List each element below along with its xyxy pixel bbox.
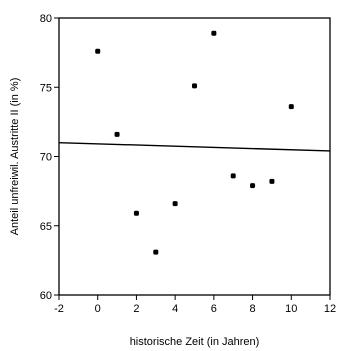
data-point <box>95 48 101 54</box>
x-tick-label: 2 <box>133 303 139 315</box>
y-tick-label: 70 <box>40 152 52 164</box>
data-point <box>172 201 178 207</box>
data-point <box>114 131 120 137</box>
y-tick-label: 75 <box>40 82 52 94</box>
y-tick-label: 65 <box>40 221 52 233</box>
data-point <box>230 173 236 179</box>
y-axis-ticks: 60 65 70 75 80 <box>40 13 59 302</box>
x-tick-label: 0 <box>95 303 101 315</box>
data-point <box>133 210 139 216</box>
x-tick-label: 10 <box>285 303 297 315</box>
trend-line <box>58 141 331 152</box>
x-axis-title: historische Zeit (in Jahren) <box>130 336 260 348</box>
y-tick-label: 60 <box>40 290 52 302</box>
y-axis-title: Anteil unfreiwil. Austritte II (in %) <box>9 78 21 236</box>
data-point <box>269 178 275 184</box>
plot-frame <box>58 17 331 296</box>
x-tick-label: 12 <box>324 303 336 315</box>
data-points <box>95 30 294 255</box>
data-point <box>153 249 159 255</box>
x-tick-label: 6 <box>211 303 217 315</box>
axes <box>58 17 331 296</box>
data-point <box>288 104 294 110</box>
x-tick-label: 4 <box>172 303 178 315</box>
x-axis-ticks: -2 0 2 4 6 8 10 12 <box>54 295 336 315</box>
data-point <box>211 30 217 36</box>
x-tick-label: -2 <box>54 303 64 315</box>
data-point <box>192 83 197 89</box>
trend-line-layer <box>58 141 331 152</box>
y-tick-label: 80 <box>40 13 52 25</box>
data-point <box>250 183 256 189</box>
x-tick-label: 8 <box>250 303 256 315</box>
